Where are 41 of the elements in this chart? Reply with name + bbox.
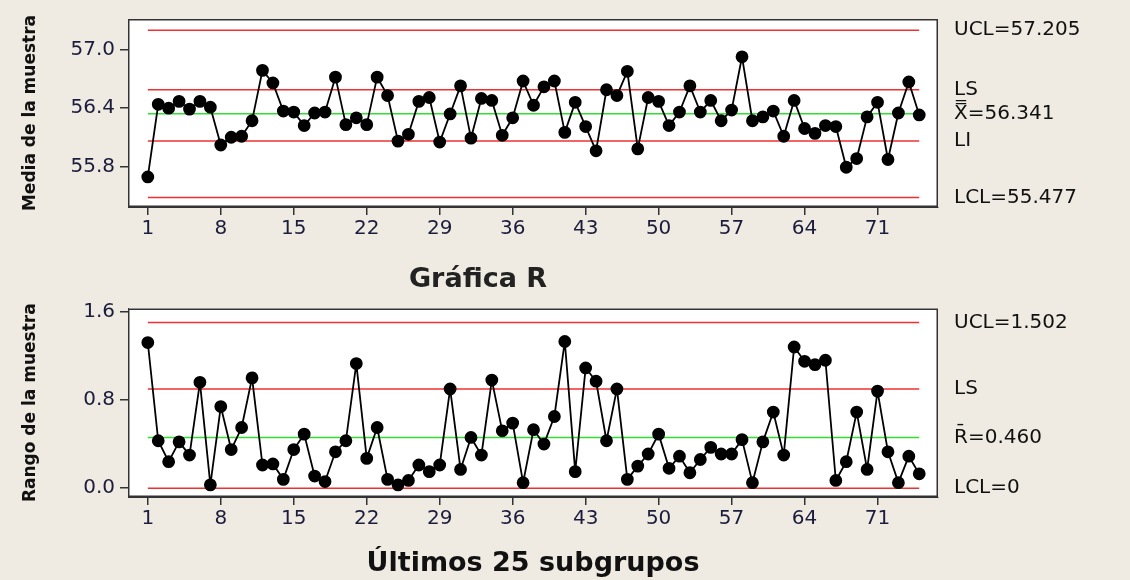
x-tick-label: 64 xyxy=(791,215,818,240)
x-tick-label: 57 xyxy=(718,215,745,240)
chart-title: Gráfica R xyxy=(408,262,548,294)
x-tick-label: 1 xyxy=(141,505,155,530)
x-tick-label: 50 xyxy=(645,215,672,240)
ref-line-label: LI xyxy=(954,127,972,152)
x-tick-label: 43 xyxy=(572,215,599,240)
x-tick-label: 71 xyxy=(864,215,891,240)
x-axis-title: Últimos 25 subgrupos xyxy=(366,545,700,577)
ref-line-label: LCL=0 xyxy=(954,474,1020,499)
x-tick-label: 15 xyxy=(281,505,307,530)
ref-line-label: UCL=1.502 xyxy=(954,308,1068,333)
x-tick-label: 8 xyxy=(214,505,228,530)
y-tick-label: 0.8 xyxy=(83,386,115,411)
y-axis-title: Rango de la muestra xyxy=(18,303,39,503)
ref-line-label: LS xyxy=(954,375,978,400)
x-tick-label: 64 xyxy=(791,505,818,530)
ref-line-label: R̄=0.460 xyxy=(954,423,1042,448)
x-tick-label: 22 xyxy=(354,505,380,530)
x-tick-label: 29 xyxy=(426,505,453,530)
x-tick-label: 36 xyxy=(499,505,526,530)
x-tick-label: 29 xyxy=(426,215,453,240)
x-tick-label: 36 xyxy=(499,215,526,240)
x-tick-label: 43 xyxy=(572,505,599,530)
y-axis-title: Media de la muestra xyxy=(18,14,39,212)
x-tick-label: 22 xyxy=(354,215,380,240)
x-tick-label: 8 xyxy=(214,215,228,240)
ref-line-label: X̿=56.341 xyxy=(954,99,1055,125)
ref-line-label: LCL=55.477 xyxy=(954,183,1077,208)
ref-line-label: LS xyxy=(954,75,978,100)
x-tick-label: 50 xyxy=(645,505,672,530)
y-tick-label: 55.8 xyxy=(70,152,115,177)
x-tick-label: 57 xyxy=(718,505,745,530)
y-tick-label: 56.4 xyxy=(70,94,115,119)
x-tick-label: 71 xyxy=(864,505,891,530)
x-tick-label: 15 xyxy=(281,215,307,240)
y-tick-label: 0.0 xyxy=(83,474,115,499)
x-tick-label: 1 xyxy=(141,215,155,240)
y-tick-label: 1.6 xyxy=(83,297,115,322)
y-tick-label: 57.0 xyxy=(70,36,115,61)
ref-line-label: UCL=57.205 xyxy=(954,16,1081,41)
